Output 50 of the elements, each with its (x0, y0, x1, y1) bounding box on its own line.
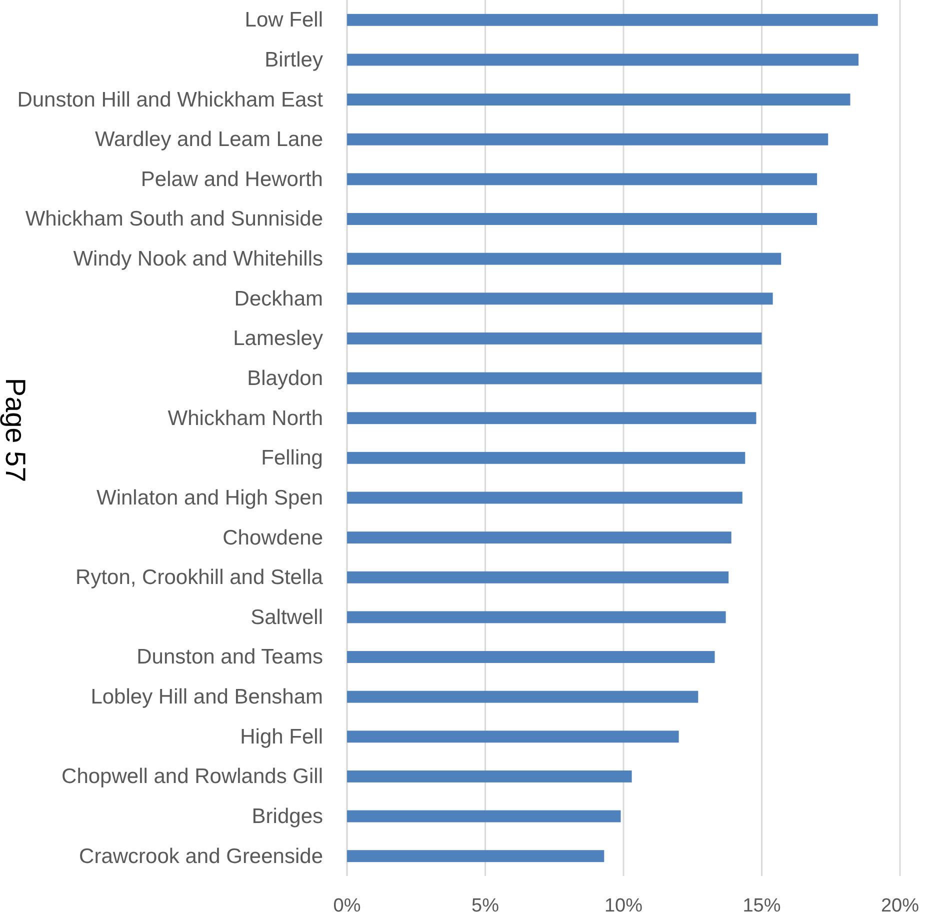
bar (347, 611, 726, 624)
bar (347, 14, 878, 26)
x-tick-label: 10% (604, 895, 643, 916)
y-tick-label: Dunston and Teams (136, 646, 323, 669)
y-tick-label: Lamesley (233, 327, 324, 350)
bar (347, 412, 756, 424)
y-tick-label: Low Fell (244, 8, 323, 32)
y-tick-label: Chopwell and Rowlands Gill (62, 765, 323, 788)
y-tick-label: Dunston Hill and Whickham East (17, 88, 324, 112)
y-tick-label: Whickham North (168, 406, 323, 430)
bar (347, 850, 604, 862)
y-tick-label: Pelaw and Heworth (140, 168, 323, 191)
bar (347, 54, 859, 66)
bar (347, 173, 818, 186)
y-tick-label: Saltwell (250, 606, 323, 629)
bar (347, 810, 621, 822)
y-tick-label: Crawcrook and Greenside (79, 844, 323, 868)
y-tick-label: Windy Nook and Whitehills (73, 248, 323, 271)
y-tick-label: Wardley and Leam Lane (94, 128, 323, 152)
bar (347, 770, 632, 782)
text: Page 57 (0, 378, 31, 482)
x-tick-label: 15% (742, 895, 781, 916)
x-tick-label: 5% (472, 895, 500, 916)
bar (347, 690, 698, 703)
bar (347, 372, 762, 384)
bar (347, 452, 746, 464)
y-tick-label: Deckham (234, 287, 323, 310)
y-tick-label: Birtley (264, 48, 324, 72)
bar (347, 651, 715, 663)
bar (347, 332, 762, 344)
bar (347, 213, 818, 225)
y-tick-label: Lobley Hill and Bensham (90, 686, 323, 709)
y-tick-label: Ryton, Crookhill and Stella (76, 566, 324, 590)
bar (347, 532, 732, 544)
bar (347, 292, 773, 305)
y-tick-label: Bridges (252, 804, 323, 828)
y-tick-label: Whickham South and Sunniside (25, 208, 323, 231)
y-tick-label: Chowdene (222, 526, 323, 550)
y-tick-label: Winlaton and High Spen (96, 486, 323, 510)
bar (347, 133, 828, 146)
y-tick-label: High Fell (240, 725, 323, 748)
bar (347, 492, 742, 504)
bar (347, 252, 782, 265)
x-tick-label: 0% (333, 895, 361, 916)
y-tick-label: Blaydon (247, 366, 323, 390)
x-tick-label: 20% (880, 895, 920, 916)
bar (347, 94, 850, 106)
y-tick-label: Felling (261, 446, 323, 470)
bar (347, 730, 679, 743)
bar (347, 571, 729, 584)
